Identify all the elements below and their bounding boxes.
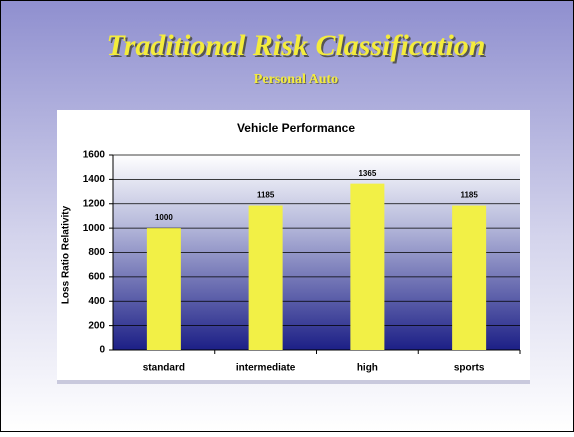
subtitle-shadow: Personal Auto bbox=[255, 73, 339, 88]
bar bbox=[146, 228, 181, 350]
x-tick-label: sports bbox=[454, 363, 485, 374]
bar bbox=[350, 183, 385, 350]
data-label: 1000 bbox=[155, 213, 173, 222]
x-tick-label: intermediate bbox=[236, 363, 296, 374]
data-label: 1365 bbox=[358, 169, 376, 178]
data-label: 1185 bbox=[460, 191, 478, 200]
slide-title: Traditional Risk Classification bbox=[107, 29, 486, 62]
y-tick-label: 200 bbox=[88, 320, 105, 331]
x-tick-label: high bbox=[357, 363, 378, 374]
title-shadow: Traditional Risk Classification bbox=[109, 31, 488, 64]
chart-shadow bbox=[57, 380, 530, 384]
data-label: 1185 bbox=[257, 191, 275, 200]
y-tick-label: 1400 bbox=[83, 174, 106, 185]
bar bbox=[452, 205, 487, 350]
y-tick-label: 800 bbox=[88, 247, 105, 258]
chart-title: Vehicle Performance bbox=[237, 121, 355, 135]
y-tick-label: 600 bbox=[88, 272, 105, 283]
y-tick-label: 1000 bbox=[83, 223, 106, 234]
y-tick-label: 1200 bbox=[83, 198, 106, 209]
slide-subtitle: Personal Auto bbox=[254, 72, 338, 87]
y-tick-label: 0 bbox=[99, 345, 105, 356]
x-tick-label: standard bbox=[143, 363, 185, 374]
y-tick-label: 400 bbox=[88, 296, 105, 307]
y-tick-label: 1600 bbox=[83, 150, 106, 161]
bar bbox=[248, 205, 283, 350]
y-axis-label: Loss Ratio Relativity bbox=[61, 205, 72, 304]
